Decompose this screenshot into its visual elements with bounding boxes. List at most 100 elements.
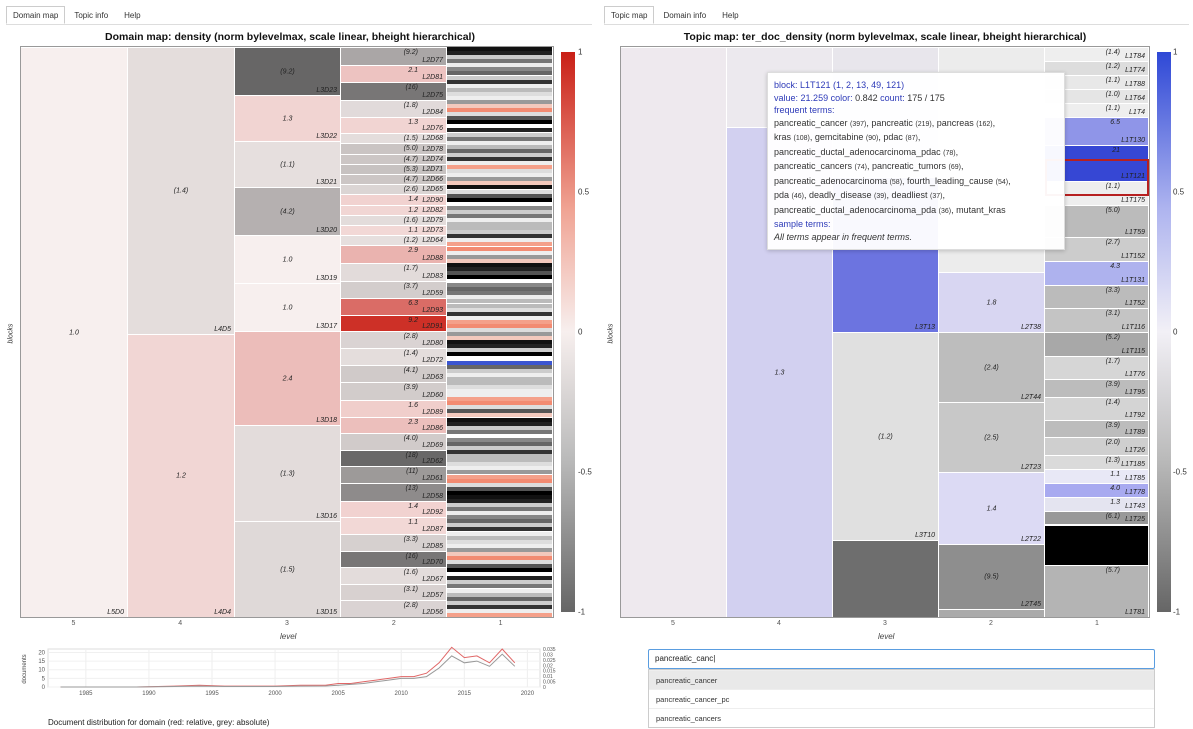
stripe-cell[interactable] [447, 283, 552, 288]
stripe-cell[interactable] [447, 303, 552, 308]
stripe-cell[interactable] [447, 262, 552, 267]
block-cell[interactable]: (18) L2D62 [341, 449, 446, 467]
block-cell[interactable]: (1.4) L1T84 [1045, 47, 1148, 61]
stripe-cell[interactable] [447, 405, 552, 410]
stripe-cell[interactable] [447, 596, 552, 601]
stripe-cell[interactable] [447, 519, 552, 524]
stripe-cell[interactable] [447, 99, 552, 104]
stripe-cell[interactable] [447, 600, 552, 605]
tab-help-right[interactable]: Help [715, 6, 746, 24]
stripe-cell[interactable] [447, 397, 552, 402]
stripe-cell[interactable] [447, 503, 552, 508]
stripe-cell[interactable] [447, 478, 552, 483]
block-cell[interactable]: 2.4 L3D18 [235, 331, 340, 425]
block-cell[interactable]: (3.9) L1T95 [1045, 379, 1148, 397]
block-cell[interactable]: (1.3) L3D16 [235, 425, 340, 521]
stripe-cell[interactable] [447, 340, 552, 345]
block-cell[interactable]: (1.2) L2D64 [341, 235, 446, 246]
stripe-cell[interactable] [447, 250, 552, 255]
block-cell[interactable]: (3.1) L2D57 [341, 583, 446, 601]
block-cell[interactable] [1045, 524, 1148, 566]
tab-topic-info[interactable]: Topic info [67, 6, 116, 24]
stripe-cell[interactable] [447, 417, 552, 422]
block-cell[interactable]: 1.3 L2D76 [341, 116, 446, 134]
block-cell[interactable]: (6.1) L1T25 [1045, 510, 1148, 525]
block-cell[interactable]: 1.2 L4D4 [128, 334, 234, 617]
block-cell[interactable]: (5.7) L1T81 [1045, 565, 1148, 617]
stripe-cell[interactable] [447, 572, 552, 577]
stripe-cell[interactable] [447, 311, 552, 316]
stripe-cell[interactable] [447, 67, 552, 72]
stripe-cell[interactable] [447, 136, 552, 141]
stripe-cell[interactable] [447, 116, 552, 121]
block-cell[interactable]: (2.8) L2D80 [341, 331, 446, 349]
stripe-cell[interactable] [447, 234, 552, 239]
block-cell[interactable]: (4.1) L2D63 [341, 364, 446, 383]
block-cell[interactable]: (4.7) L2D74 [341, 154, 446, 165]
block-cell[interactable]: (5.0) L2D78 [341, 143, 446, 155]
tab-help[interactable]: Help [117, 6, 148, 24]
stripe-cell[interactable] [447, 425, 552, 430]
stripe-cell[interactable] [447, 551, 552, 556]
stripe-cell[interactable] [447, 389, 552, 394]
stripe-cell[interactable] [447, 307, 552, 312]
stripe-cell[interactable] [447, 209, 552, 214]
stripe-cell[interactable] [447, 348, 552, 353]
block-cell[interactable]: 1.3 L1T43 [1045, 496, 1148, 511]
stripe-cell[interactable] [447, 413, 552, 418]
stripe-cell[interactable] [447, 527, 552, 532]
stripe-cell[interactable] [447, 295, 552, 300]
block-cell[interactable]: 1.1 L1T85 [1045, 468, 1148, 483]
stripe-cell[interactable] [447, 323, 552, 328]
stripe-cell[interactable] [447, 380, 552, 385]
stripe-cell[interactable] [447, 140, 552, 145]
stripe-cell[interactable] [447, 63, 552, 68]
stripe-cell[interactable] [447, 364, 552, 369]
stripe-cell[interactable] [447, 515, 552, 520]
block-cell[interactable]: 1.4 L2D92 [341, 500, 446, 518]
block-cell[interactable]: 1.2 L2D82 [341, 205, 446, 216]
block-cell[interactable]: 4.0 L1T78 [1045, 482, 1148, 497]
block-cell[interactable]: (3.7) L2D59 [341, 280, 446, 299]
stripe-cell[interactable] [447, 213, 552, 218]
block-cell[interactable]: (3.9) L1T89 [1045, 420, 1148, 438]
stripe-cell[interactable] [447, 547, 552, 552]
stripe-cell[interactable] [447, 177, 552, 182]
stripe-cell[interactable] [447, 132, 552, 137]
suggestion-item[interactable]: pancreatic_cancers [649, 708, 1154, 727]
stripe-cell[interactable] [447, 523, 552, 528]
block-cell[interactable]: (5.2) L1T115 [1045, 332, 1148, 356]
stripe-cell[interactable] [447, 83, 552, 88]
block-cell[interactable]: (1.1) L3D21 [235, 141, 340, 187]
block-cell[interactable]: (11) L2D61 [341, 466, 446, 484]
stripe-cell[interactable] [447, 79, 552, 84]
stripe-cell[interactable] [447, 446, 552, 451]
tab-topic-map[interactable]: Topic map [604, 6, 655, 24]
block-cell[interactable]: (1.7) L1T76 [1045, 355, 1148, 380]
block-cell[interactable]: (16) L2D75 [341, 82, 446, 101]
stripe-cell[interactable] [447, 564, 552, 569]
stripe-cell[interactable] [447, 181, 552, 186]
stripe-cell[interactable] [447, 91, 552, 96]
block-cell[interactable]: (2.8) L2D56 [341, 600, 446, 617]
stripe-cell[interactable] [447, 486, 552, 491]
stripe-cell[interactable] [447, 55, 552, 60]
stripe-cell[interactable] [447, 266, 552, 271]
stripe-cell[interactable] [447, 254, 552, 259]
stripe-cell[interactable] [447, 112, 552, 117]
tab-domain-map[interactable]: Domain map [6, 6, 66, 24]
block-cell[interactable]: 1.0 L5D0 [21, 47, 127, 617]
stripe-cell[interactable] [447, 604, 552, 609]
block-cell[interactable]: (3.3) L1T52 [1045, 284, 1148, 309]
stripe-cell[interactable] [447, 242, 552, 247]
block-cell[interactable]: (5.3) L2D71 [341, 164, 446, 175]
stripe-cell[interactable] [447, 287, 552, 292]
stripe-cell[interactable] [447, 344, 552, 349]
block-cell[interactable]: (9.5) L2T45 [939, 544, 1044, 609]
stripe-cell[interactable] [447, 165, 552, 170]
stripe-cell[interactable] [447, 104, 552, 109]
stripe-cell[interactable] [447, 474, 552, 479]
stripe-cell[interactable] [447, 332, 552, 337]
suggestion-item[interactable]: pancreatic_cancer_pc [649, 689, 1154, 708]
block-cell[interactable]: (1.5) L2D68 [341, 133, 446, 144]
